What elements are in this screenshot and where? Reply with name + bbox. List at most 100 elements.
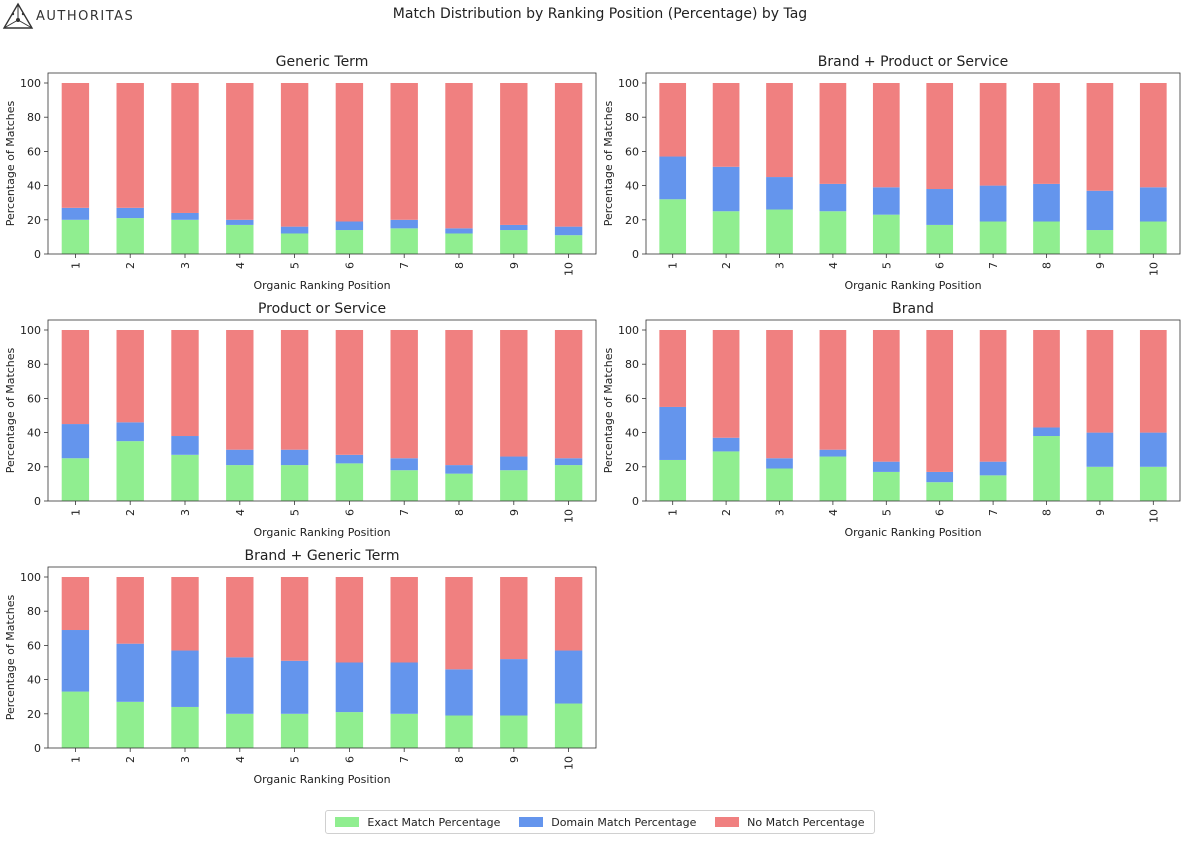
x-tick-label: 3 <box>179 262 192 269</box>
bar-domain-3 <box>171 212 199 220</box>
bar-domain-1 <box>659 406 687 460</box>
x-tick-label: 7 <box>398 262 411 269</box>
authoritas-logo: AUTHORITAS <box>2 2 134 30</box>
x-axis-label: Organic Ranking Position <box>253 279 390 292</box>
x-tick-label: 2 <box>124 262 137 269</box>
x-tick-label: 2 <box>124 756 137 763</box>
bar-none-3 <box>171 83 199 213</box>
y-tick-label: 0 <box>632 248 639 261</box>
y-axis-label: Percentage of Matches <box>4 347 17 473</box>
x-tick-label: 3 <box>179 509 192 516</box>
x-tick-label: 5 <box>289 756 302 763</box>
bar-domain-7 <box>390 662 418 714</box>
bar-none-9 <box>500 330 528 457</box>
y-tick-label: 60 <box>27 145 41 158</box>
bar-none-10 <box>554 330 583 459</box>
bar-exact-10 <box>1139 221 1167 254</box>
bar-exact-1 <box>61 219 90 254</box>
y-tick-label: 100 <box>20 571 41 584</box>
plot-frame <box>645 319 1181 502</box>
bar-exact-7 <box>390 713 418 748</box>
x-tick-label: 2 <box>720 262 733 269</box>
bar-none-6 <box>335 330 364 455</box>
bar-domain-5 <box>872 187 900 215</box>
bar-none-9 <box>1086 83 1114 191</box>
bar-none-4 <box>819 330 847 450</box>
y-tick-label: 20 <box>27 214 41 227</box>
bar-none-1 <box>659 330 687 407</box>
bar-exact-7 <box>390 470 418 501</box>
y-tick-label: 40 <box>625 427 639 440</box>
bar-none-7 <box>390 577 418 663</box>
x-tick-label: 1 <box>667 262 680 269</box>
x-axis-label: Organic Ranking Position <box>844 526 981 539</box>
bar-none-9 <box>500 577 528 660</box>
legend-label-exact: Exact Match Percentage <box>367 815 501 829</box>
chart-title: Brand + Product or Service <box>818 54 1008 70</box>
y-tick-label: 80 <box>625 111 639 124</box>
bar-exact-4 <box>226 465 254 501</box>
bar-exact-6 <box>335 712 364 748</box>
legend: Exact Match Percentage Domain Match Perc… <box>325 810 875 834</box>
x-tick-label: 7 <box>398 756 411 763</box>
y-tick-label: 0 <box>34 495 41 508</box>
bar-none-8 <box>445 330 473 466</box>
x-tick-label: 4 <box>234 756 247 763</box>
bar-none-1 <box>61 83 90 208</box>
bar-domain-6 <box>926 189 954 225</box>
x-tick-label: 1 <box>667 509 680 516</box>
bar-domain-8 <box>445 465 473 474</box>
bar-none-3 <box>766 83 793 178</box>
bar-domain-8 <box>445 228 473 234</box>
bar-exact-9 <box>500 470 528 501</box>
y-tick-label: 60 <box>625 392 639 405</box>
bar-none-1 <box>61 330 90 425</box>
y-tick-label: 40 <box>27 674 41 687</box>
bar-domain-10 <box>554 226 583 236</box>
x-tick-label: 6 <box>343 756 356 763</box>
bar-exact-7 <box>979 475 1007 501</box>
bar-domain-2 <box>116 422 144 442</box>
bar-exact-2 <box>712 451 740 501</box>
bar-exact-8 <box>1033 436 1060 501</box>
bar-exact-3 <box>766 209 793 254</box>
authoritas-logo-icon <box>2 2 34 29</box>
bar-domain-4 <box>226 219 254 225</box>
x-tick-label: 4 <box>827 262 840 269</box>
bar-exact-5 <box>872 214 900 254</box>
bar-none-1 <box>61 577 90 631</box>
bar-domain-7 <box>979 185 1007 222</box>
bar-domain-7 <box>979 461 1007 476</box>
y-tick-label: 60 <box>625 145 639 158</box>
bar-none-8 <box>1033 83 1060 184</box>
bar-domain-8 <box>1033 427 1060 437</box>
x-tick-label: 4 <box>827 509 840 516</box>
bar-none-6 <box>335 83 364 222</box>
bar-domain-7 <box>390 219 418 229</box>
x-tick-label: 10 <box>563 756 576 770</box>
bar-exact-9 <box>1086 230 1114 254</box>
bar-exact-1 <box>61 458 90 501</box>
y-tick-label: 80 <box>27 358 41 371</box>
bar-exact-5 <box>280 465 309 501</box>
x-tick-label: 1 <box>69 756 82 763</box>
bar-exact-8 <box>1033 221 1060 254</box>
bar-domain-5 <box>872 461 900 472</box>
bar-domain-5 <box>280 226 309 234</box>
x-tick-label: 10 <box>1147 262 1160 276</box>
y-tick-label: 80 <box>625 358 639 371</box>
bar-domain-1 <box>659 156 687 200</box>
y-tick-label: 60 <box>27 639 41 652</box>
bar-none-5 <box>280 83 309 227</box>
y-tick-label: 20 <box>27 708 41 721</box>
legend-swatch-exact <box>335 817 360 827</box>
y-tick-label: 0 <box>632 495 639 508</box>
bar-exact-6 <box>335 230 364 254</box>
x-tick-label: 5 <box>289 262 302 269</box>
bar-exact-6 <box>926 224 954 254</box>
bar-exact-8 <box>445 233 473 254</box>
legend-item-exact: Exact Match Percentage <box>335 816 500 829</box>
x-tick-label: 7 <box>987 509 1000 516</box>
x-tick-label: 6 <box>343 262 356 269</box>
